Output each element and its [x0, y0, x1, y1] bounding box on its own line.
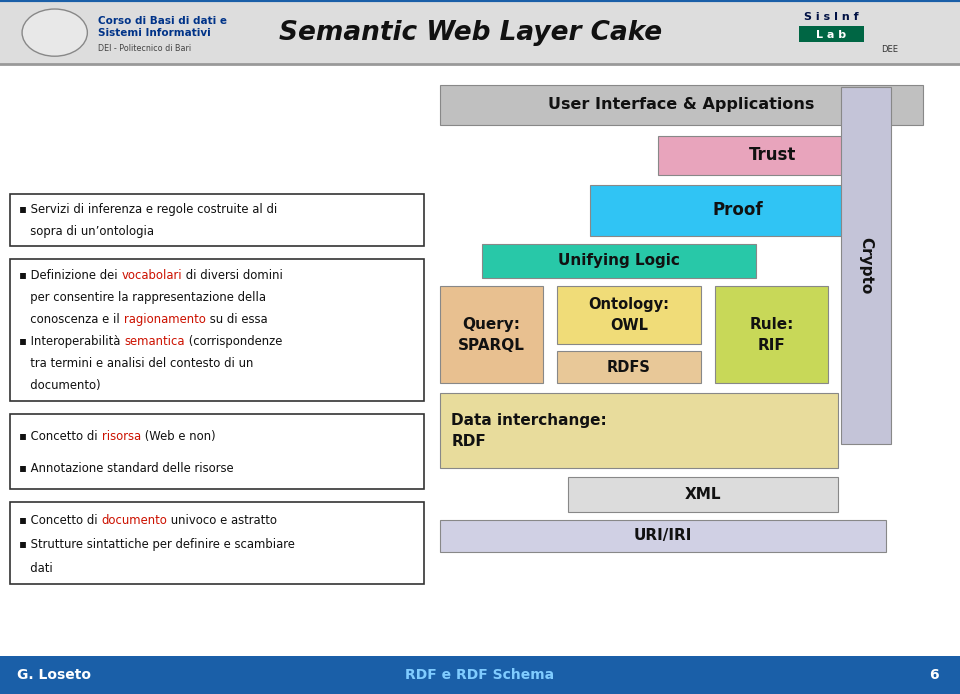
Bar	[0, 0, 960, 64]
Text: L a b: L a b	[816, 30, 847, 40]
Bar	[10, 194, 424, 246]
Bar	[440, 393, 838, 468]
Text: ▪ Concetto di: ▪ Concetto di	[19, 514, 102, 527]
Bar	[440, 520, 886, 552]
Bar	[658, 136, 888, 175]
Text: risorsa: risorsa	[102, 430, 141, 443]
Bar	[568, 477, 838, 512]
Bar	[0, 656, 960, 694]
Text: S i s I n f: S i s I n f	[804, 12, 858, 22]
Text: sopra di un’ontologia: sopra di un’ontologia	[19, 225, 155, 238]
Text: 6: 6	[929, 668, 939, 682]
Bar	[590, 185, 886, 236]
Text: documento: documento	[102, 514, 167, 527]
Text: ▪ Definizione dei: ▪ Definizione dei	[19, 269, 122, 282]
Bar	[799, 26, 864, 42]
Bar	[841, 87, 891, 444]
Text: ▪ Servizi di inferenza e regole costruite al di: ▪ Servizi di inferenza e regole costruit…	[19, 203, 277, 217]
Bar	[482, 244, 756, 278]
Text: conoscenza e il: conoscenza e il	[19, 313, 124, 326]
Text: XML: XML	[684, 487, 722, 502]
Text: dati: dati	[19, 561, 53, 575]
Text: ▪ Interoperabilità: ▪ Interoperabilità	[19, 335, 125, 348]
Bar	[715, 286, 828, 383]
Text: Proof: Proof	[713, 201, 763, 219]
Bar	[557, 286, 701, 344]
Text: RDFS: RDFS	[607, 359, 651, 375]
Text: Semantic Web Layer Cake: Semantic Web Layer Cake	[278, 20, 662, 46]
Bar	[10, 259, 424, 401]
Bar	[0, 64, 960, 656]
Text: ▪ Strutture sintattiche per definire e scambiare: ▪ Strutture sintattiche per definire e s…	[19, 538, 295, 550]
Circle shape	[22, 9, 87, 56]
Text: Trust: Trust	[749, 146, 797, 164]
Text: RDF e RDF Schema: RDF e RDF Schema	[405, 668, 555, 682]
Text: DEE: DEE	[881, 46, 899, 54]
Text: per consentire la rappresentazione della: per consentire la rappresentazione della	[19, 291, 266, 304]
Bar	[10, 414, 424, 489]
Text: Rule:
RIF: Rule: RIF	[750, 316, 794, 353]
Text: (corrispondenze: (corrispondenze	[185, 335, 282, 348]
Text: di diversi domini: di diversi domini	[182, 269, 283, 282]
Text: semantica: semantica	[125, 335, 185, 348]
Text: ▪ Concetto di: ▪ Concetto di	[19, 430, 102, 443]
Text: Corso di Basi di dati e: Corso di Basi di dati e	[98, 16, 227, 26]
Text: Crypto: Crypto	[858, 237, 874, 294]
Text: documento): documento)	[19, 380, 101, 392]
Text: Data interchange:
RDF: Data interchange: RDF	[451, 413, 607, 449]
Bar	[557, 351, 701, 383]
Text: vocabolari: vocabolari	[122, 269, 182, 282]
Text: univoco e astratto: univoco e astratto	[167, 514, 277, 527]
Text: DEI - Politecnico di Bari: DEI - Politecnico di Bari	[98, 44, 191, 53]
Text: tra termini e analisi del contesto di un: tra termini e analisi del contesto di un	[19, 357, 253, 371]
Text: Ontology:
OWL: Ontology: OWL	[588, 297, 669, 332]
Text: ▪ Annotazione standard delle risorse: ▪ Annotazione standard delle risorse	[19, 462, 234, 475]
Bar	[440, 286, 543, 383]
Text: URI/IRI: URI/IRI	[634, 528, 692, 543]
Text: ragionamento: ragionamento	[124, 313, 205, 326]
Text: su di essa: su di essa	[205, 313, 267, 326]
Text: User Interface & Applications: User Interface & Applications	[548, 97, 814, 112]
Text: G. Loseto: G. Loseto	[17, 668, 91, 682]
Text: Sistemi Informativi: Sistemi Informativi	[98, 28, 210, 38]
Text: Unifying Logic: Unifying Logic	[558, 253, 680, 269]
Bar	[440, 85, 923, 125]
Text: (Web e non): (Web e non)	[141, 430, 215, 443]
Bar	[10, 502, 424, 584]
Text: Query:
SPARQL: Query: SPARQL	[458, 316, 525, 353]
